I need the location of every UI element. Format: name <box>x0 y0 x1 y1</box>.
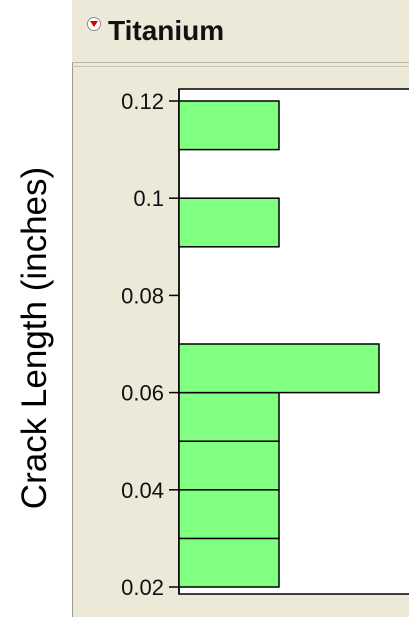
y-tick-label-3: 0.08 <box>121 283 164 308</box>
y-tick-label-1: 0.12 <box>121 89 164 114</box>
chart-title: Titanium <box>108 15 225 46</box>
histogram-bar-3 <box>178 440 280 491</box>
y-tick-label-4: 0.06 <box>121 381 164 406</box>
histogram-bar-5 <box>178 343 380 394</box>
histogram-bar-2 <box>178 489 280 540</box>
header-divider <box>72 66 409 67</box>
y-tick-label-2: 0.1 <box>133 186 164 211</box>
histogram-bar-1 <box>178 537 280 588</box>
histogram-bar-6 <box>178 197 280 248</box>
y-tick-label-5: 0.04 <box>121 478 164 503</box>
report-header <box>72 0 409 63</box>
histogram-bar-4 <box>178 391 280 442</box>
disclosure-triangle-icon[interactable] <box>87 17 101 31</box>
histogram-bar-7 <box>178 100 280 151</box>
y-tick-label-6: 0.02 <box>121 575 164 600</box>
